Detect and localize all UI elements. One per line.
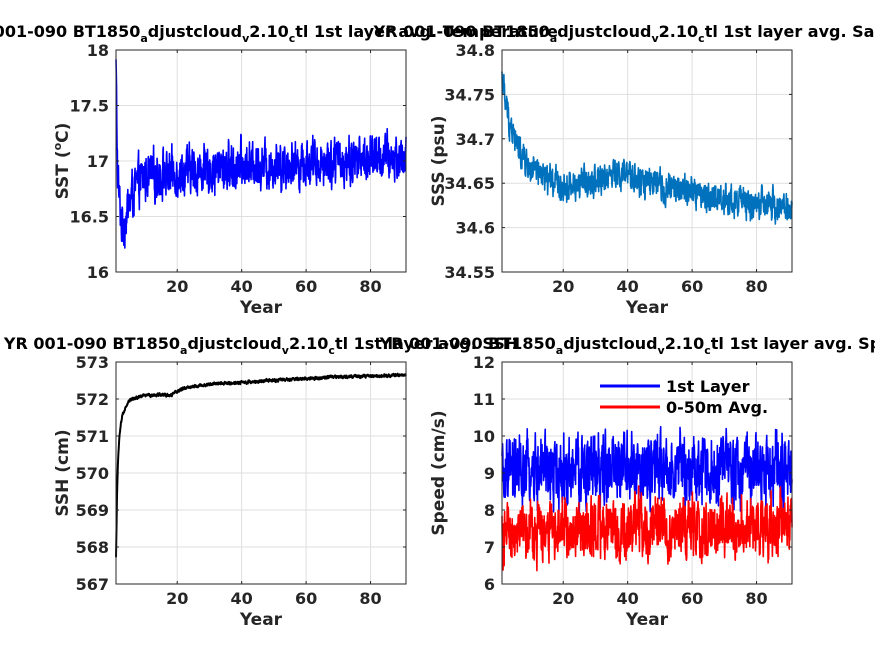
y-axis-label: SSS (psu)	[429, 115, 449, 206]
x-axis-label: Year	[239, 610, 283, 630]
chart-title: YR 001-090 BT1850adjustcloudv2.10ctl 1st…	[0, 22, 558, 45]
x-tick-label: 60	[681, 589, 703, 608]
y-tick-label: 567	[76, 575, 109, 594]
x-tick-label: 20	[552, 589, 574, 608]
y-tick-label: 34.8	[456, 41, 495, 60]
y-tick-label: 10	[473, 427, 495, 446]
x-tick-label: 80	[359, 589, 381, 608]
x-tick-label: 20	[166, 589, 188, 608]
y-tick-label: 34.55	[444, 263, 495, 282]
x-tick-label: 80	[745, 589, 767, 608]
y-tick-label: 12	[473, 353, 495, 372]
x-tick-label: 40	[231, 277, 253, 296]
x-tick-label: 60	[295, 589, 317, 608]
chart-title: YR 001-090 BT1850adjustcloudv2.10ctl 1st…	[373, 22, 875, 45]
y-tick-label: 34.6	[456, 219, 495, 238]
x-tick-label: 20	[166, 277, 188, 296]
legend-label: 1st Layer	[666, 377, 750, 396]
y-tick-label: 572	[76, 390, 109, 409]
x-tick-label: 40	[617, 589, 639, 608]
data-series-1	[115, 372, 407, 558]
x-axis-label: Year	[239, 298, 283, 318]
y-tick-label: 570	[76, 464, 109, 483]
y-tick-label: 7	[484, 538, 495, 557]
x-tick-label: 20	[552, 277, 574, 296]
y-tick-label: 571	[76, 427, 109, 446]
chart-panel-1: 20 40 60 80 16 16.5 17 17.5 18 Year SST (oC) YR 001…	[0, 22, 558, 318]
chart-panel-2: 20 40 60 80 34.55 34.6 34.65 34.7 34.75 34.8 Year S…	[373, 22, 875, 318]
x-axis-label: Year	[625, 610, 669, 630]
x-tick-label: 40	[231, 589, 253, 608]
x-tick-label: 60	[681, 277, 703, 296]
x-tick-label: 60	[295, 277, 317, 296]
data-series-1st-layer	[501, 425, 793, 514]
y-axis-label: SST (oC)	[51, 123, 73, 200]
data-series-1	[115, 59, 407, 249]
axes-box	[501, 49, 793, 273]
y-tick-label: 17.5	[70, 97, 109, 116]
data-series-0-50m-avg	[501, 485, 793, 572]
y-tick-label: 11	[473, 390, 495, 409]
x-tick-label: 40	[617, 277, 639, 296]
y-tick-label: 9	[484, 464, 495, 483]
plot-area	[502, 50, 792, 272]
chart-title: YR 001-090 BT1850adjustcloudv2.10ctl 1st…	[3, 334, 518, 357]
y-tick-label: 34.65	[444, 174, 495, 193]
y-tick-label: 16	[87, 263, 109, 282]
y-axis-label: Speed (cm/s)	[429, 410, 449, 535]
y-tick-label: 568	[76, 538, 109, 557]
y-tick-label: 18	[87, 41, 109, 60]
y-tick-label: 17	[87, 152, 109, 171]
chart-panel-4: 20 40 60 80 6 7 8 9 10 11 12 Year Speed (cm/s) YR 001…	[379, 334, 875, 630]
y-tick-label: 34.75	[444, 85, 495, 104]
legend-label: 0-50m Avg.	[666, 398, 768, 417]
chart-title: YR 001-090 BT1850adjustcloudv2.10ctl 1st…	[379, 334, 875, 357]
y-tick-label: 16.5	[70, 208, 109, 227]
x-tick-label: 80	[745, 277, 767, 296]
y-axis-label: SSH (cm)	[53, 429, 73, 516]
x-axis-label: Year	[625, 298, 669, 318]
y-tick-label: 6	[484, 575, 495, 594]
y-tick-label: 569	[76, 501, 109, 520]
y-tick-label: 34.7	[456, 130, 495, 149]
x-tick-label: 80	[359, 277, 381, 296]
data-series-1	[501, 71, 793, 225]
y-tick-label: 8	[484, 501, 495, 520]
chart-panel-3: 20 40 60 80 567 568 569 570 571 572 573 Year SSH (cm…	[3, 334, 518, 630]
y-tick-label: 573	[76, 353, 109, 372]
